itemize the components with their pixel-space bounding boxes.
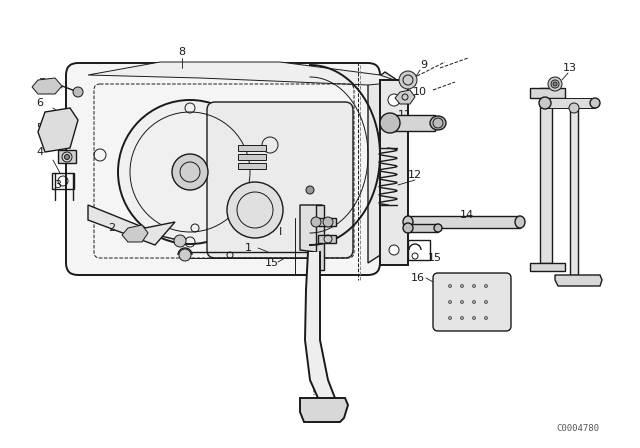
Circle shape: [553, 82, 557, 86]
Ellipse shape: [539, 97, 551, 109]
Bar: [52, 173, 74, 189]
Text: 15: 15: [428, 253, 442, 263]
Bar: [540, 88, 552, 263]
Text: 4: 4: [36, 147, 44, 157]
Bar: [545, 98, 595, 108]
Text: 14: 14: [460, 210, 474, 220]
Polygon shape: [305, 252, 335, 398]
FancyBboxPatch shape: [433, 273, 511, 331]
Polygon shape: [32, 78, 62, 94]
Circle shape: [472, 284, 476, 288]
Ellipse shape: [403, 223, 413, 233]
Text: 5: 5: [36, 123, 44, 133]
Circle shape: [306, 186, 314, 194]
Bar: [570, 105, 578, 275]
Polygon shape: [88, 205, 175, 245]
Text: 1: 1: [244, 243, 252, 253]
Polygon shape: [88, 62, 400, 85]
Circle shape: [484, 284, 488, 288]
Text: 10: 10: [413, 87, 427, 97]
Bar: [318, 218, 336, 226]
Circle shape: [449, 316, 451, 319]
Text: 6: 6: [36, 98, 44, 108]
Bar: [408, 240, 430, 260]
Bar: [238, 154, 266, 160]
Circle shape: [449, 284, 451, 288]
Bar: [380, 80, 408, 265]
Polygon shape: [300, 205, 322, 260]
Polygon shape: [122, 225, 148, 242]
Text: 15: 15: [265, 258, 279, 268]
Ellipse shape: [590, 98, 600, 108]
Bar: [318, 235, 336, 243]
Ellipse shape: [515, 216, 525, 228]
Bar: [390, 115, 435, 131]
Ellipse shape: [403, 216, 413, 228]
Circle shape: [461, 284, 463, 288]
Circle shape: [461, 316, 463, 319]
Circle shape: [461, 301, 463, 303]
Bar: [408, 224, 438, 232]
Circle shape: [548, 77, 562, 91]
Circle shape: [118, 100, 262, 244]
Circle shape: [484, 316, 488, 319]
Text: 8: 8: [179, 47, 186, 57]
Circle shape: [484, 301, 488, 303]
Text: 16: 16: [411, 273, 425, 283]
Text: 11: 11: [398, 110, 412, 120]
Circle shape: [172, 154, 208, 190]
Circle shape: [323, 217, 333, 227]
Bar: [316, 205, 324, 270]
Text: 12: 12: [408, 170, 422, 180]
Circle shape: [73, 87, 83, 97]
Text: C0004780: C0004780: [557, 423, 600, 432]
Circle shape: [449, 301, 451, 303]
Circle shape: [399, 71, 417, 89]
Circle shape: [472, 316, 476, 319]
Text: 7: 7: [38, 78, 45, 88]
Circle shape: [390, 116, 398, 124]
Circle shape: [179, 249, 191, 261]
Bar: [530, 88, 565, 98]
Bar: [408, 216, 520, 228]
FancyBboxPatch shape: [66, 63, 380, 275]
Circle shape: [389, 245, 399, 255]
Polygon shape: [395, 90, 415, 104]
Bar: [530, 263, 565, 271]
Text: 13: 13: [563, 63, 577, 73]
Circle shape: [227, 182, 283, 238]
Bar: [238, 145, 266, 151]
Polygon shape: [555, 275, 602, 286]
Circle shape: [569, 103, 579, 113]
Bar: [58, 150, 76, 163]
Text: I: I: [278, 227, 282, 237]
Circle shape: [174, 235, 186, 247]
Polygon shape: [300, 398, 348, 422]
Ellipse shape: [434, 224, 442, 232]
Text: 3: 3: [54, 180, 61, 190]
FancyBboxPatch shape: [207, 102, 353, 258]
Text: 9: 9: [420, 60, 428, 70]
Polygon shape: [38, 108, 78, 152]
Circle shape: [380, 113, 400, 133]
Text: 2: 2: [108, 223, 116, 233]
Circle shape: [472, 301, 476, 303]
Circle shape: [311, 217, 321, 227]
Circle shape: [65, 155, 70, 159]
Polygon shape: [368, 72, 400, 263]
Ellipse shape: [430, 116, 446, 130]
Circle shape: [388, 94, 400, 106]
Bar: [238, 163, 266, 169]
